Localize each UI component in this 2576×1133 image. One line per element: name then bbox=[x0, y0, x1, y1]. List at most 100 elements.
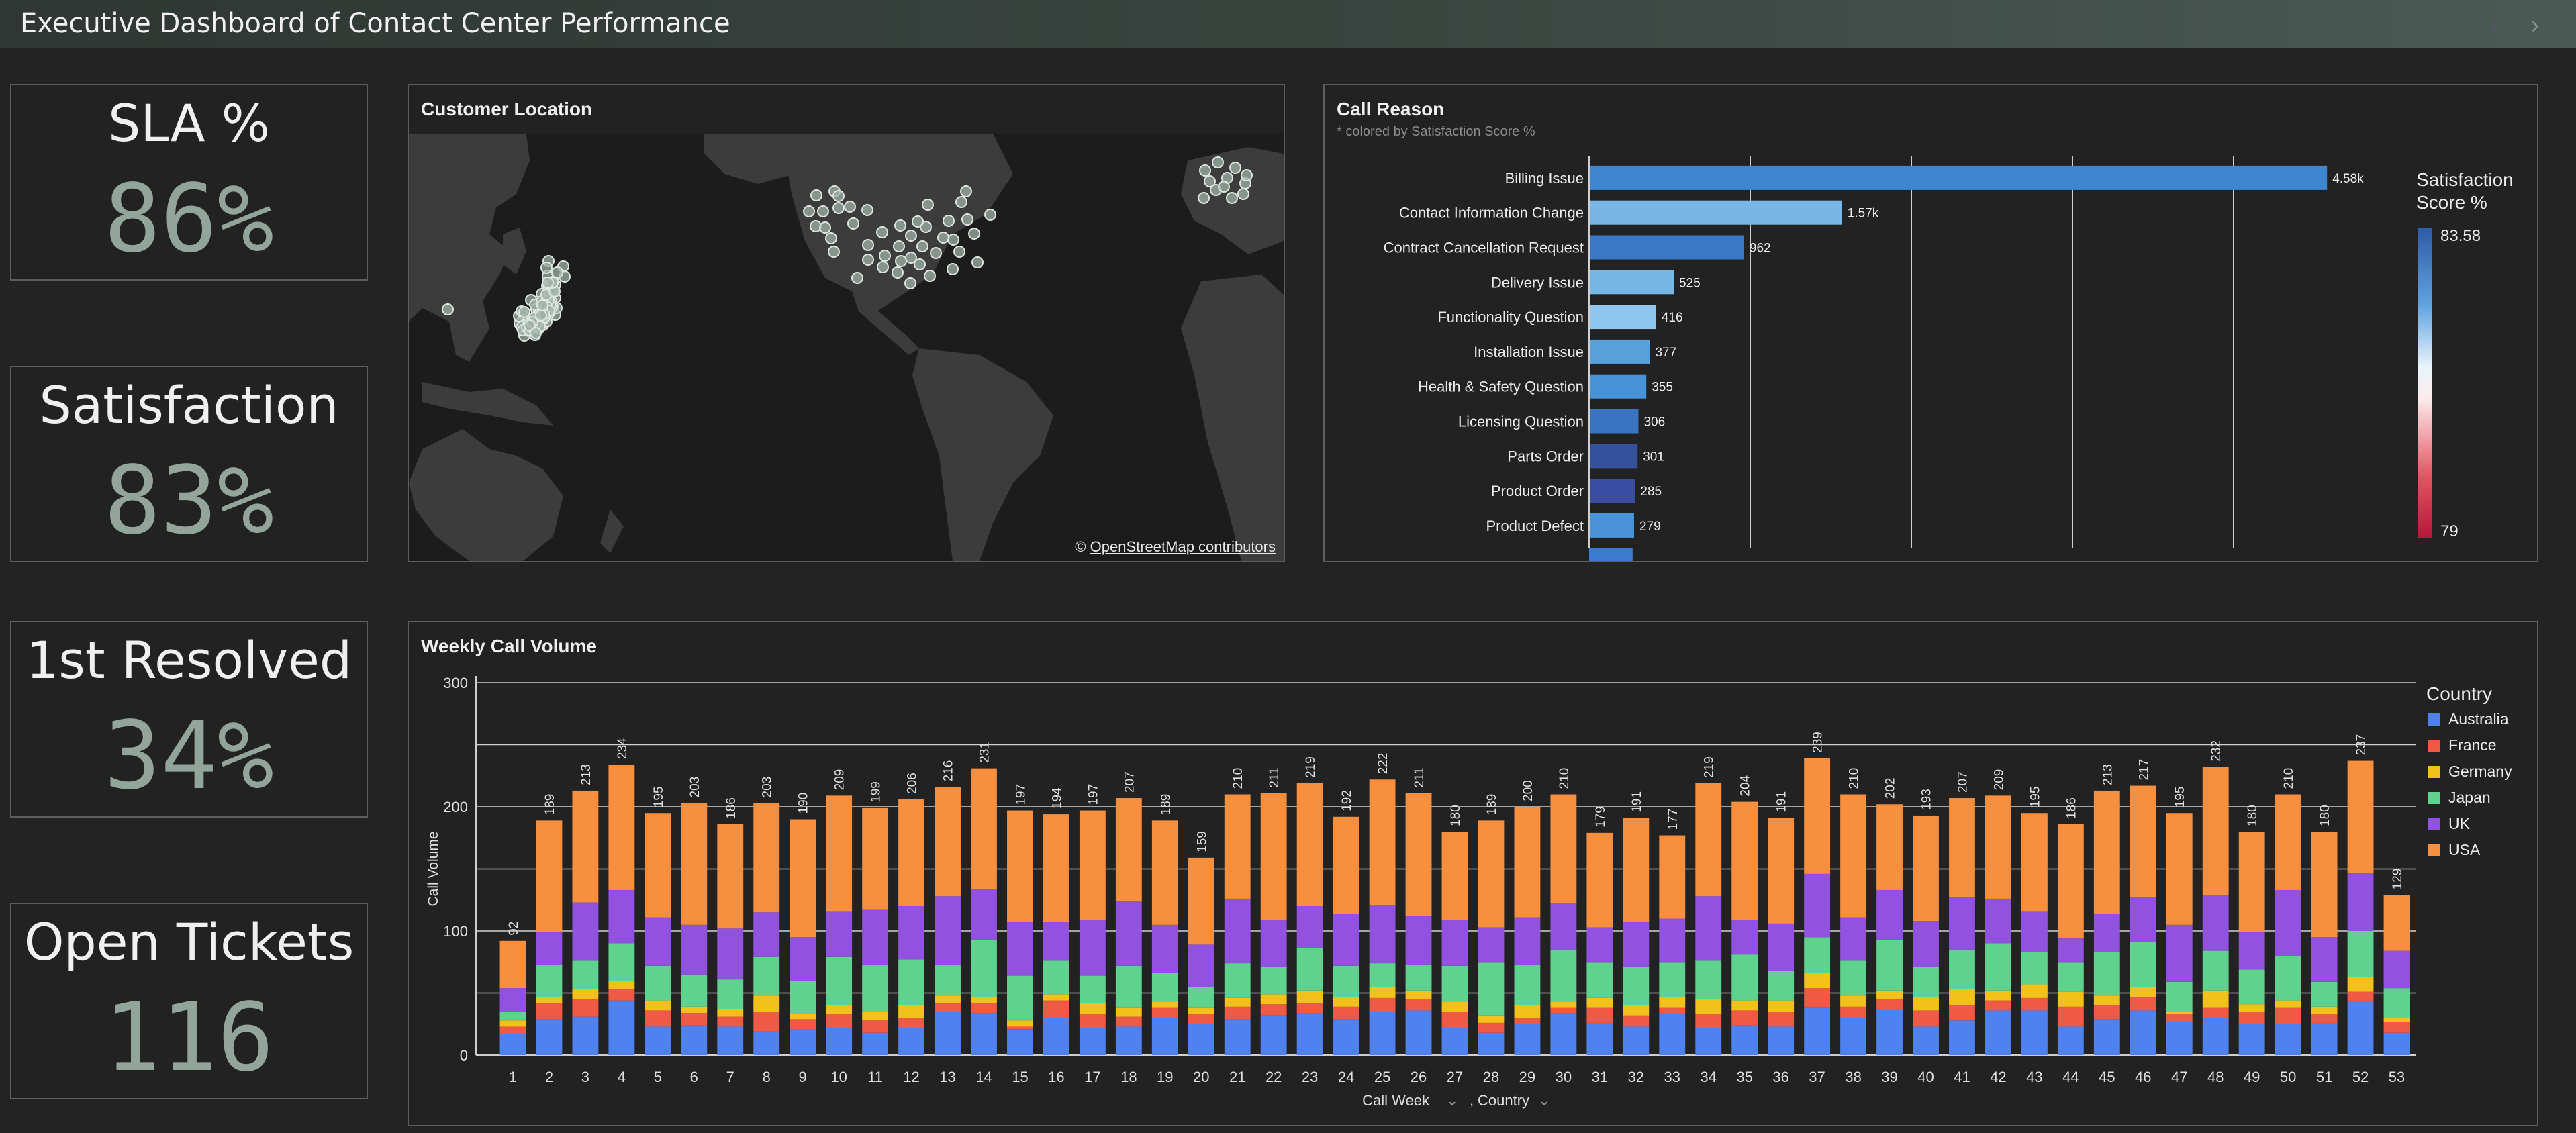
bar-segment[interactable] bbox=[1151, 1018, 1178, 1056]
bar-segment[interactable] bbox=[1550, 794, 1577, 904]
bar-segment[interactable] bbox=[2202, 990, 2229, 1008]
bar-segment[interactable] bbox=[2202, 950, 2229, 991]
bar-segment[interactable] bbox=[790, 819, 816, 938]
bar-segment[interactable] bbox=[572, 1016, 599, 1055]
bar-segment[interactable] bbox=[790, 1019, 816, 1030]
bar-segment[interactable] bbox=[1260, 1004, 1287, 1016]
bar-segment[interactable] bbox=[1876, 939, 1903, 991]
bar-segment[interactable] bbox=[1296, 948, 1323, 991]
bar-segment[interactable] bbox=[572, 902, 599, 961]
bar-segment[interactable] bbox=[1840, 917, 1867, 961]
bar-segment[interactable] bbox=[2347, 931, 2374, 977]
bar-segment[interactable] bbox=[1115, 798, 1142, 901]
bar-segment[interactable] bbox=[1768, 1012, 1795, 1027]
bar-segment[interactable] bbox=[1586, 1022, 1613, 1055]
bar-segment[interactable] bbox=[1115, 965, 1142, 1008]
bar-segment[interactable] bbox=[536, 932, 563, 965]
bar-segment[interactable] bbox=[1079, 810, 1106, 920]
bar-segment[interactable] bbox=[862, 1012, 889, 1021]
bar-segment[interactable] bbox=[499, 940, 526, 989]
bar-segment[interactable] bbox=[1623, 1005, 1650, 1016]
bar-segment[interactable] bbox=[1768, 1026, 1795, 1055]
bar-segment[interactable] bbox=[2130, 942, 2156, 987]
bar[interactable] bbox=[1589, 479, 1635, 503]
bar-segment[interactable] bbox=[1949, 949, 1975, 989]
bar-segment[interactable] bbox=[1840, 960, 1867, 996]
bar-segment[interactable] bbox=[1007, 975, 1033, 1021]
bar-segment[interactable] bbox=[1695, 1028, 1722, 1055]
bar-segment[interactable] bbox=[2093, 995, 2120, 1005]
bar-segment[interactable] bbox=[681, 1006, 708, 1014]
bar-segment[interactable] bbox=[2383, 1022, 2410, 1033]
bar-segment[interactable] bbox=[717, 928, 744, 980]
weekly-call-volume-panel[interactable]: Weekly Call Volume 0 100 200 300 92 1 189 2 213 3… bbox=[408, 621, 2538, 1126]
bar-segment[interactable] bbox=[1369, 779, 1396, 905]
bar-segment[interactable] bbox=[2093, 790, 2120, 914]
bar-segment[interactable] bbox=[898, 1005, 924, 1018]
bar-segment[interactable] bbox=[608, 1000, 635, 1055]
bar-segment[interactable] bbox=[1731, 801, 1758, 920]
bar-segment[interactable] bbox=[1369, 997, 1396, 1012]
bar-segment[interactable] bbox=[1188, 857, 1214, 945]
bar-segment[interactable] bbox=[608, 765, 635, 890]
bar-segment[interactable] bbox=[1550, 1013, 1577, 1055]
bar-segment[interactable] bbox=[608, 989, 635, 1001]
bar-segment[interactable] bbox=[1188, 987, 1214, 1008]
bar-segment[interactable] bbox=[753, 956, 780, 996]
bar-segment[interactable] bbox=[1007, 810, 1033, 923]
bar-segment[interactable] bbox=[1369, 905, 1396, 964]
bar-segment[interactable] bbox=[1949, 1020, 1975, 1055]
bar-segment[interactable] bbox=[790, 1029, 816, 1055]
bar-segment[interactable] bbox=[1478, 1015, 1505, 1023]
bar-segment[interactable] bbox=[499, 1012, 526, 1021]
bar[interactable] bbox=[1589, 305, 1656, 330]
bar-segment[interactable] bbox=[1405, 916, 1432, 965]
world-map[interactable] bbox=[409, 134, 1284, 561]
bar-segment[interactable] bbox=[971, 997, 997, 1003]
bar-segment[interactable] bbox=[790, 937, 816, 981]
bar-segment[interactable] bbox=[1369, 987, 1396, 998]
bar-segment[interactable] bbox=[1768, 1000, 1795, 1012]
bar-segment[interactable] bbox=[862, 964, 889, 1012]
bar-segment[interactable] bbox=[1659, 1014, 1686, 1055]
bar-segment[interactable] bbox=[2166, 813, 2193, 925]
bar-segment[interactable] bbox=[1296, 1013, 1323, 1055]
bar-segment[interactable] bbox=[1478, 927, 1505, 963]
kpi-open-tickets[interactable]: Open Tickets 116 bbox=[10, 903, 368, 1099]
bar-segment[interactable] bbox=[898, 1018, 924, 1028]
bar-segment[interactable] bbox=[2311, 1006, 2338, 1014]
bar-segment[interactable] bbox=[1731, 1025, 1758, 1055]
bar-segment[interactable] bbox=[1151, 973, 1178, 1002]
bar-segment[interactable] bbox=[1985, 943, 2011, 991]
bar-segment[interactable] bbox=[971, 889, 997, 940]
customer-location-panel[interactable]: Customer Location bbox=[408, 84, 1285, 562]
bar-segment[interactable] bbox=[1623, 967, 1650, 1005]
bar-segment[interactable] bbox=[645, 965, 671, 1001]
bar-segment[interactable] bbox=[1405, 964, 1432, 991]
bar-segment[interactable] bbox=[1369, 1012, 1396, 1055]
bar-segment[interactable] bbox=[1550, 903, 1577, 950]
bar-segment[interactable] bbox=[1985, 898, 2011, 944]
bar-segment[interactable] bbox=[1913, 997, 1939, 1011]
bar-segment[interactable] bbox=[536, 964, 563, 997]
bar-segment[interactable] bbox=[2347, 1001, 2374, 1055]
bar-segment[interactable] bbox=[1659, 835, 1686, 919]
bar-segment[interactable] bbox=[2057, 1026, 2084, 1055]
bar-segment[interactable] bbox=[681, 974, 708, 1007]
bar[interactable] bbox=[1589, 270, 1674, 295]
bar-segment[interactable] bbox=[1913, 921, 1939, 967]
bar-segment[interactable] bbox=[1079, 1003, 1106, 1014]
kpi-first-resolved[interactable]: 1st Resolved 34% bbox=[10, 621, 368, 818]
bar-segment[interactable] bbox=[1260, 1015, 1287, 1055]
bar-segment[interactable] bbox=[1659, 997, 1686, 1008]
call-reason-panel[interactable]: Call Reason * colored by Satisfaction Sc… bbox=[1323, 84, 2538, 562]
bar-segment[interactable] bbox=[1405, 999, 1432, 1011]
bar-segment[interactable] bbox=[1079, 1014, 1106, 1028]
bar-segment[interactable] bbox=[1840, 995, 1867, 1007]
bar-segment[interactable] bbox=[1550, 1007, 1577, 1014]
bar-segment[interactable] bbox=[1441, 1028, 1468, 1055]
bar-segment[interactable] bbox=[1007, 1020, 1033, 1027]
bar-segment[interactable] bbox=[826, 956, 853, 1005]
bar-segment[interactable] bbox=[2166, 981, 2193, 1012]
bar-segment[interactable] bbox=[2238, 969, 2265, 1005]
